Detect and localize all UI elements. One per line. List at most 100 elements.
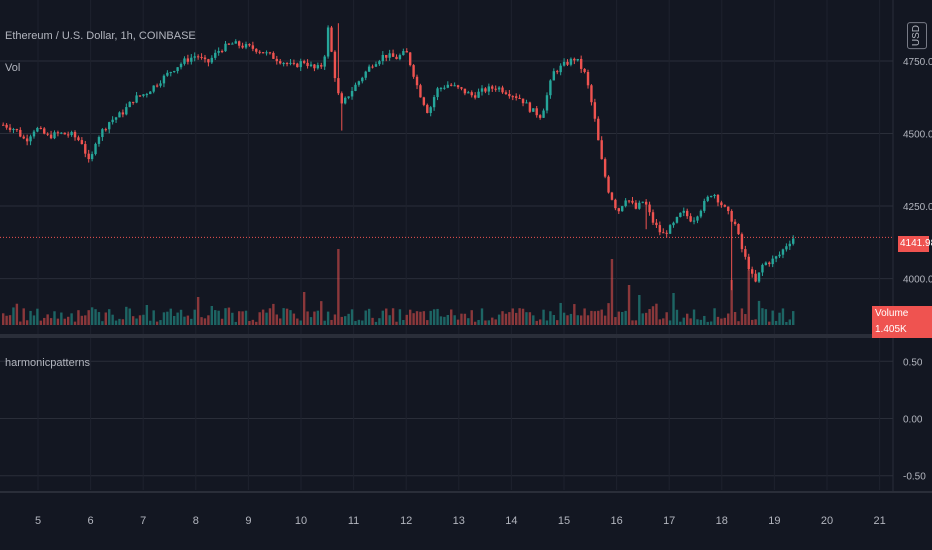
candle-body [491, 86, 494, 89]
volume-bar [597, 310, 600, 325]
candle-body [193, 56, 196, 58]
volume-bar [761, 308, 764, 325]
time-axis-label: 7 [140, 515, 146, 527]
candle-body [624, 200, 627, 207]
volume-bar [108, 309, 111, 325]
indicator-legend[interactable]: harmonicpatterns [5, 357, 90, 369]
volume-bar [720, 318, 723, 325]
candle-body [255, 48, 258, 52]
candle-body [579, 58, 583, 69]
volume-bar [583, 308, 586, 325]
volume-bar [579, 315, 583, 325]
candle-body [378, 61, 381, 65]
candle-body [692, 220, 696, 222]
currency-button[interactable]: USD [907, 22, 927, 50]
volume-bar [740, 308, 744, 325]
candle-body [251, 45, 255, 49]
candle-body [597, 118, 600, 141]
volume-bar [470, 310, 473, 325]
candle-body [682, 210, 685, 213]
candle-body [265, 52, 268, 54]
candle-body [200, 56, 203, 58]
candle-body [19, 129, 22, 137]
volume-bar [381, 310, 385, 325]
last-price-tag: 4141.98 [898, 236, 932, 252]
candle-body [385, 54, 388, 58]
candle-body [747, 256, 750, 270]
candle-body [289, 62, 292, 64]
candle-body [203, 57, 207, 60]
candle-body [614, 199, 617, 209]
candle-body [521, 98, 525, 104]
candle-body [111, 119, 114, 123]
volume-bar [450, 309, 453, 325]
candle-body [562, 61, 566, 66]
volume-bar [501, 311, 504, 325]
volume-bar [2, 313, 5, 325]
volume-bar [46, 314, 49, 325]
volume-bar [244, 310, 248, 325]
volume-legend[interactable]: Vol [5, 62, 21, 74]
candles-group [2, 23, 795, 291]
candle-body [792, 238, 795, 244]
candle-body [361, 77, 364, 82]
candle-body [648, 204, 651, 213]
candle-body [774, 256, 778, 259]
volume-bar [764, 309, 768, 325]
volume-bar [405, 314, 408, 325]
candle-body [149, 91, 152, 95]
candle-body [114, 117, 118, 120]
candle-body [395, 56, 398, 60]
candle-body [463, 88, 467, 94]
volume-bar [248, 321, 251, 325]
volume-bar [771, 310, 774, 325]
candle-body [155, 85, 159, 87]
volume-bar [532, 315, 535, 325]
candle-body [210, 57, 214, 63]
candle-body [282, 63, 285, 65]
volume-bar [200, 317, 203, 325]
candle-body [166, 72, 169, 76]
candle-body [723, 205, 727, 207]
volume-bar [682, 317, 685, 325]
volume-bar [504, 313, 508, 325]
volume-bar [709, 321, 713, 325]
volume-bar [149, 320, 152, 325]
candle-body [631, 200, 634, 203]
volume-bar [145, 304, 149, 325]
volume-bar [272, 303, 275, 325]
candle-body [118, 112, 121, 118]
volume-bar [292, 313, 296, 325]
candle-body [196, 56, 200, 58]
candle-body [559, 65, 562, 73]
candle-body [593, 102, 597, 119]
volume-bar [600, 309, 603, 325]
volume-bar [340, 316, 343, 325]
candle-body [77, 137, 80, 141]
time-axis-label: 6 [88, 515, 94, 527]
candle-body [429, 107, 432, 113]
volume-bar [460, 313, 463, 325]
volume-bar [391, 308, 395, 325]
symbol-legend[interactable]: Ethereum / U.S. Dollar, 1h, COINBASE [5, 30, 196, 42]
candle-body [432, 97, 436, 108]
time-axis-label: 16 [610, 515, 622, 527]
volume-bar [347, 313, 350, 325]
volume-bar [166, 311, 169, 325]
candle-body [220, 51, 224, 53]
candle-body [313, 64, 316, 69]
volume-bar [443, 316, 446, 325]
candle-body [535, 108, 538, 116]
volume-bar [566, 315, 569, 325]
volume-bar [747, 270, 750, 325]
candle-body [443, 87, 446, 89]
volume-bar [255, 321, 258, 325]
volume-bar [689, 318, 692, 325]
candle-body [350, 90, 354, 97]
volume-bar [12, 307, 15, 325]
candle-body [302, 61, 306, 63]
candle-body [292, 62, 296, 64]
candle-body [46, 133, 49, 135]
volume-bar [237, 311, 241, 325]
